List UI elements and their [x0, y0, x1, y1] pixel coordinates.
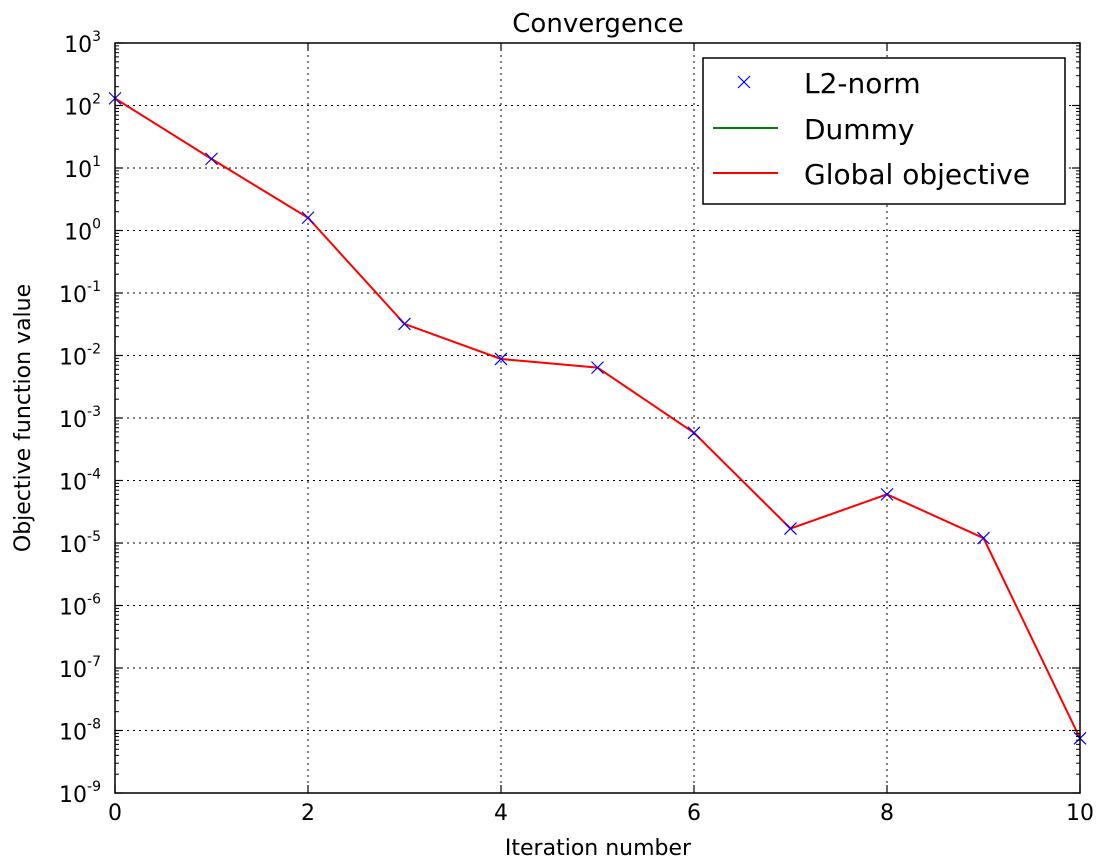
y-tick-label: 101 [64, 154, 101, 183]
y-tick-label: 100 [64, 217, 101, 246]
y-tick-label: 102 [64, 92, 101, 121]
data-point-marker [205, 152, 218, 166]
x-tick-label: 2 [301, 801, 315, 826]
y-tick-label: 103 [64, 29, 101, 58]
marker-stroke [687, 426, 701, 440]
marker-stroke [494, 352, 508, 366]
y-tick-label: 10-8 [59, 717, 101, 746]
y-tick-label: 10-6 [59, 592, 101, 621]
y-tick-label: 10-5 [59, 529, 101, 558]
x-tick-labels: 0 2 4 6 8 10 [108, 801, 1094, 826]
y-tick-label: 10-7 [59, 654, 101, 683]
data-point-marker [398, 317, 411, 331]
x-tick-label: 10 [1066, 801, 1094, 826]
y-tick-label: 10-1 [59, 279, 101, 308]
marker-stroke [398, 317, 411, 331]
data-point-marker [784, 522, 797, 536]
marker-stroke [784, 522, 797, 536]
marker-stroke [205, 152, 218, 166]
legend-marker-l2-norm [737, 75, 751, 89]
legend-label-dummy: Dummy [804, 113, 914, 146]
y-tick-labels: 10-9 10-8 10-7 10-6 10-5 10-4 10-3 10-2 10-1 100 1… [59, 29, 101, 808]
y-axis-label: Objective function value [11, 284, 36, 552]
marker-stroke [591, 361, 604, 375]
chart-title: Convergence [512, 9, 683, 39]
data-point-marker [494, 352, 508, 366]
x-tick-label: 6 [687, 801, 701, 826]
x-axis-label: Iteration number [505, 836, 692, 861]
x-tick-label: 8 [880, 801, 894, 826]
legend-label-l2-norm: L2-norm [804, 67, 921, 100]
marker-stroke [977, 531, 990, 545]
x-tick-label: 4 [494, 801, 508, 826]
data-point-marker [977, 531, 990, 545]
x-tick-label: 0 [108, 801, 122, 826]
axis-ticks [114, 42, 1081, 794]
y-tick-label: 10-3 [59, 404, 101, 433]
legend: L2-norm Dummy Global objective [702, 57, 1066, 205]
y-tick-label: 10-2 [59, 342, 101, 371]
data-point-marker [687, 426, 701, 440]
legend-label-global-objective: Global objective [804, 158, 1030, 191]
legend-frame [702, 57, 1066, 205]
plot-series [108, 91, 1087, 745]
marker-stroke [301, 211, 315, 225]
data-point-marker [591, 361, 604, 375]
data-point-marker [301, 211, 315, 225]
y-tick-label: 10-4 [59, 467, 101, 496]
marker-stroke [880, 487, 894, 501]
data-point-marker [880, 487, 894, 501]
y-tick-label: 10-9 [59, 779, 101, 808]
